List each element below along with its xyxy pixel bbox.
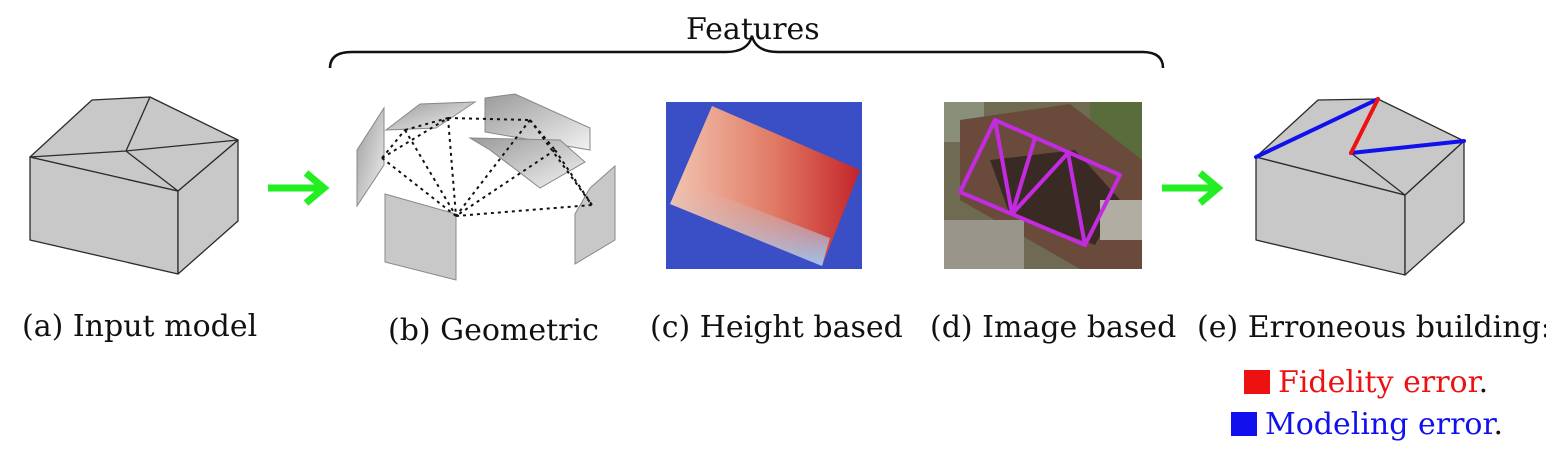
legend-modeling: Modeling error. [1231, 408, 1503, 442]
height-map-image [666, 102, 862, 269]
modeling-error-edges [1254, 97, 1466, 159]
input-model-building [29, 96, 239, 275]
caption-image-based: (d) Image based [930, 310, 1177, 345]
features-label: Features [686, 12, 820, 47]
features-brace [328, 35, 1165, 69]
fidelity-error-edge [1349, 97, 1380, 155]
legend-fidelity: Fidelity error. [1244, 366, 1488, 400]
caption-input-model: (a) Input model [22, 309, 258, 344]
caption-erroneous-building: (e) Erroneous building: [1197, 310, 1546, 345]
modeling-swatch [1231, 412, 1257, 436]
legend-period: . [1478, 365, 1489, 400]
legend-fidelity-label: Fidelity error [1278, 365, 1479, 400]
erroneous-building [1255, 98, 1465, 276]
geometric-feature-graph [356, 93, 616, 281]
caption-geometric: (b) Geometric [388, 313, 599, 348]
fidelity-swatch [1244, 370, 1270, 394]
caption-height-based: (c) Height based [650, 310, 903, 345]
arrow-icon [268, 170, 330, 206]
aerial-image-with-polygons [944, 102, 1142, 269]
arrow-icon [1162, 170, 1224, 206]
legend-period: . [1493, 407, 1504, 442]
legend-modeling-label: Modeling error [1265, 407, 1494, 442]
